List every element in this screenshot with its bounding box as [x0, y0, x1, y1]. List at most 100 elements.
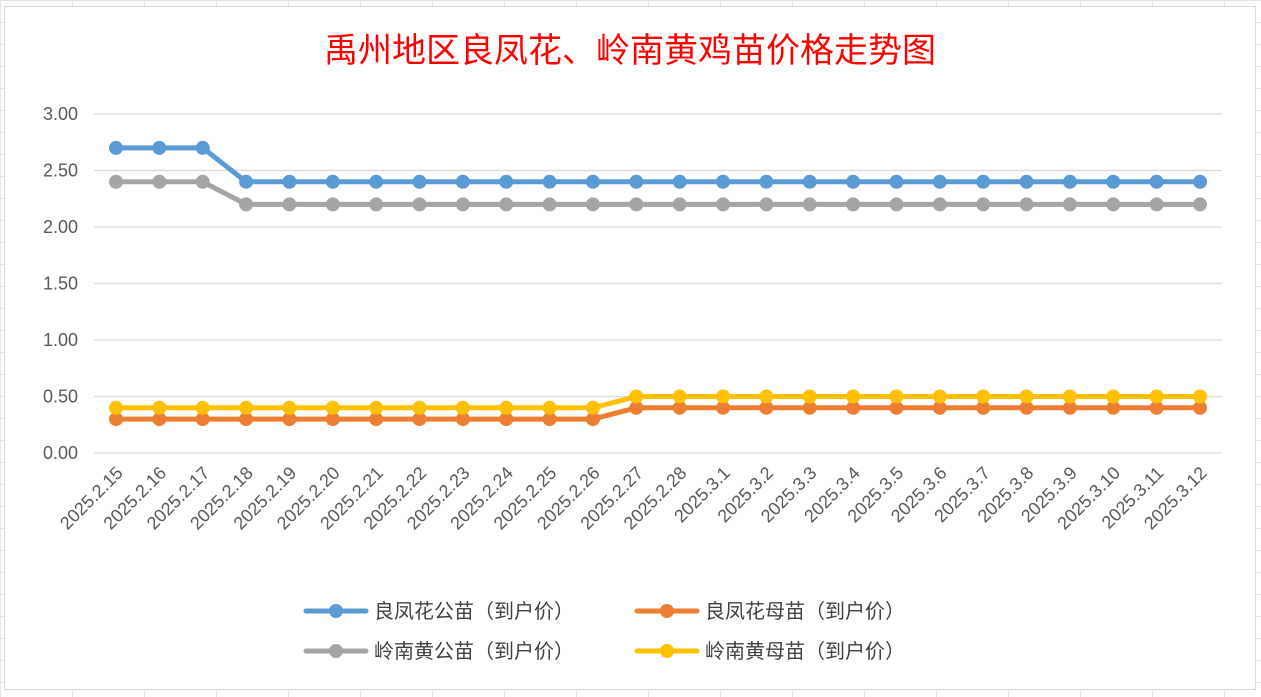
data-point [499, 197, 514, 212]
data-point [889, 400, 904, 415]
legend-marker [329, 604, 343, 618]
data-point [889, 174, 904, 189]
data-point [195, 140, 210, 155]
data-point [109, 174, 123, 189]
data-point [1062, 197, 1077, 212]
data-point [109, 140, 123, 155]
gridlines [94, 113, 1222, 454]
series-line [113, 394, 1203, 411]
data-point [846, 400, 861, 415]
data-point [369, 400, 384, 415]
data-point [585, 412, 600, 427]
data-point [672, 400, 687, 415]
data-point [976, 400, 991, 415]
legend-marker [660, 644, 674, 658]
series-line [113, 179, 1203, 207]
data-point [759, 197, 774, 212]
data-point [412, 412, 427, 427]
legend-entry[interactable]: 良凤花母苗（到户价） [634, 599, 905, 623]
series-1 [109, 140, 1207, 189]
data-point [932, 174, 947, 189]
data-point [152, 400, 167, 415]
legend-label: 良凤花公苗（到户价） [374, 599, 574, 623]
data-point [499, 400, 514, 415]
data-point [1193, 389, 1207, 404]
data-point [412, 197, 427, 212]
data-point [889, 197, 904, 212]
data-point [499, 174, 514, 189]
data-point [629, 389, 644, 404]
series-4 [109, 389, 1207, 415]
data-point [282, 412, 297, 427]
data-point [1149, 400, 1164, 415]
data-point [976, 174, 991, 189]
data-point [325, 197, 340, 212]
data-point [672, 197, 687, 212]
data-point [1062, 400, 1077, 415]
data-point [932, 389, 947, 404]
data-point [1019, 389, 1034, 404]
legend-entry[interactable]: 良凤花公苗（到户价） [303, 599, 574, 623]
data-point [239, 174, 254, 189]
y-tick-label: 3.00 [43, 104, 78, 124]
data-point [759, 174, 774, 189]
data-point [282, 400, 297, 415]
data-point [846, 389, 861, 404]
data-point [412, 174, 427, 189]
y-tick-label: 2.00 [43, 217, 78, 237]
legend-entry[interactable]: 岭南黄公苗（到户价） [303, 639, 574, 663]
data-point [629, 174, 644, 189]
data-point [499, 412, 514, 427]
data-point [369, 174, 384, 189]
data-point [802, 400, 817, 415]
data-point [455, 400, 470, 415]
legend: 良凤花公苗（到户价） 良凤花母苗（到户价） 岭南黄公苗（到户价） 岭南黄母苗（到户价） [303, 599, 905, 663]
data-point [846, 174, 861, 189]
data-point [716, 174, 731, 189]
legend-label: 岭南黄公苗（到户价） [374, 639, 574, 663]
data-point [976, 197, 991, 212]
data-point [759, 400, 774, 415]
legend-marker [660, 604, 674, 618]
data-point [802, 389, 817, 404]
data-point [802, 174, 817, 189]
data-point [759, 389, 774, 404]
series-3 [109, 174, 1207, 212]
data-point [585, 174, 600, 189]
legend-marker [329, 644, 343, 658]
y-tick-label: 2.50 [43, 161, 78, 181]
legend-entry[interactable]: 岭南黄母苗（到户价） [634, 639, 905, 663]
data-point [976, 389, 991, 404]
data-point [672, 389, 687, 404]
data-point [1019, 174, 1034, 189]
data-point [325, 400, 340, 415]
legend-label: 岭南黄母苗（到户价） [705, 639, 905, 663]
data-point [542, 400, 557, 415]
data-point [629, 197, 644, 212]
data-point [195, 174, 210, 189]
data-point [716, 389, 731, 404]
data-point [325, 412, 340, 427]
data-point [716, 197, 731, 212]
chart-frame[interactable] [4, 6, 1256, 690]
data-point [542, 412, 557, 427]
data-point [239, 400, 254, 415]
chart-title: 禹州地区良凤花、岭南黄鸡苗价格走势图 [324, 31, 936, 71]
data-point [109, 400, 123, 415]
series-lines [109, 140, 1207, 427]
data-point [1019, 197, 1034, 212]
y-tick-label: 0.50 [43, 387, 78, 407]
y-tick-label: 1.50 [43, 274, 78, 294]
data-point [932, 197, 947, 212]
data-point [412, 400, 427, 415]
data-point [846, 197, 861, 212]
data-point [889, 389, 904, 404]
data-point [1149, 197, 1164, 212]
legend-label: 良凤花母苗（到户价） [705, 599, 905, 623]
series-2 [109, 400, 1207, 427]
data-point [1062, 174, 1077, 189]
data-point [672, 174, 687, 189]
data-point [1106, 389, 1121, 404]
data-point [629, 400, 644, 415]
